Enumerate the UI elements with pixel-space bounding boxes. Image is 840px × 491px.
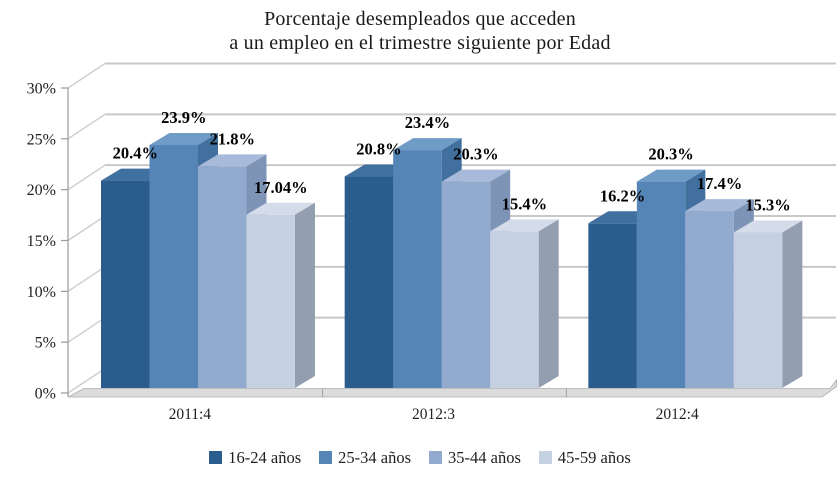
bar-top-s1-c0 — [149, 133, 218, 146]
bar-top-s2-c0 — [198, 154, 267, 167]
bar-s0-c2 — [588, 223, 637, 388]
legend-item-25-34: 25-34 años — [319, 448, 411, 468]
bar-label-s0-c0: 20.4% — [113, 144, 158, 163]
legend-swatch-16-24 — [209, 450, 223, 464]
wall-diagonal-0 — [67, 367, 106, 394]
bar-top-s1-c2 — [636, 169, 706, 182]
legend-item-35-44: 35-44 años — [429, 448, 521, 468]
legend-item-16-24: 16-24 años — [209, 448, 301, 468]
legend-swatch-35-44 — [429, 450, 442, 464]
bar-s3-c2 — [733, 232, 783, 388]
bar-top-s2-c2 — [685, 199, 754, 212]
legend: 16-24 años 25-34 años 35-44 años 45-59 a… — [0, 448, 840, 468]
bar-top-s3-c1 — [490, 219, 559, 232]
wall-diagonal-25 — [67, 113, 106, 140]
category-label-1: 2012:3 — [412, 406, 455, 423]
legend-label-16-24: 16-24 años — [228, 448, 302, 467]
bar-side-s3-c2 — [782, 220, 803, 388]
bar-label-s1-c2: 20.3% — [648, 145, 693, 164]
bar-s3-c0 — [246, 214, 295, 388]
y-tick-label-3: 15% — [27, 233, 56, 250]
bar-side-s3-c1 — [538, 219, 559, 388]
wall-diagonal-20 — [67, 164, 106, 191]
bar-label-s3-c2: 15.3% — [745, 195, 790, 214]
legend-swatch-45-59 — [538, 450, 552, 464]
y-tick-label-1: 5% — [35, 335, 56, 352]
y-tick-label-4: 20% — [27, 182, 56, 199]
bar-label-s1-c1: 23.4% — [405, 113, 450, 132]
bar-s1-c0 — [149, 145, 198, 388]
bar-label-s2-c1: 20.3% — [453, 145, 498, 164]
wall-diagonal-15 — [67, 215, 106, 242]
bar-s1-c1 — [393, 150, 442, 388]
bar-label-s2-c0: 21.8% — [210, 129, 255, 148]
bar-label-s3-c1: 15.4% — [502, 194, 547, 213]
y-tick-label-5: 25% — [27, 131, 56, 148]
bar-s0-c0 — [101, 180, 150, 388]
y-tick-label-6: 30% — [27, 80, 56, 97]
legend-item-45-59: 45-59 años — [538, 448, 631, 468]
bar-label-s0-c1: 20.8% — [356, 140, 401, 159]
bar-s2-c2 — [685, 211, 734, 388]
legend-swatch-25-34 — [319, 450, 333, 464]
category-label-2: 2012:4 — [656, 406, 699, 423]
bar-label-s0-c2: 16.2% — [600, 186, 645, 205]
y-tick-label-2: 10% — [27, 284, 56, 301]
bar-top-s3-c2 — [733, 220, 803, 233]
bar-label-s2-c2: 17.4% — [697, 174, 742, 193]
legend-label-45-59: 45-59 años — [557, 448, 631, 467]
bar-s2-c0 — [198, 166, 247, 388]
wall-diagonal-5 — [67, 317, 106, 343]
floor — [67, 378, 837, 398]
bar-s3-c1 — [490, 231, 539, 388]
bar-side-s3-c0 — [295, 202, 315, 388]
y-tick-label-0: 0% — [35, 386, 56, 403]
wall-diagonal-30 — [67, 62, 106, 89]
bar-top-s2-c1 — [441, 169, 511, 182]
bar-top-s3-c0 — [246, 202, 315, 215]
category-label-0: 2011:4 — [169, 406, 212, 423]
chart-title-line2: a un empleo en el trimestre siguiente po… — [229, 32, 611, 54]
legend-label-35-44: 35-44 años — [448, 448, 521, 467]
bar-s1-c2 — [636, 181, 686, 388]
bar-top-s1-c1 — [393, 138, 462, 151]
legend-label-25-34: 25-34 años — [338, 448, 411, 467]
chart-title: Porcentaje desempleados que acceden a un… — [0, 7, 840, 55]
bar-label-s3-c0: 17.04% — [254, 178, 308, 197]
wall-diagonal-10 — [67, 266, 106, 292]
chart-title-line1: Porcentaje desempleados que acceden — [264, 8, 576, 30]
bar-label-s1-c0: 23.9% — [161, 108, 206, 127]
bar-s0-c1 — [344, 176, 394, 388]
bar-s2-c1 — [441, 181, 491, 388]
